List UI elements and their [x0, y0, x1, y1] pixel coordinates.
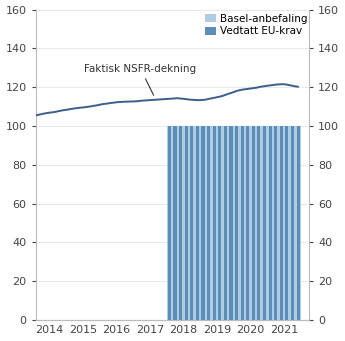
Bar — [224, 126, 227, 320]
Bar — [252, 126, 255, 320]
Bar — [174, 126, 177, 320]
Bar — [274, 126, 277, 320]
Bar — [179, 126, 182, 320]
Bar — [218, 126, 221, 320]
Bar — [213, 126, 216, 320]
Bar — [196, 126, 199, 320]
Bar — [167, 126, 301, 320]
Bar — [297, 126, 300, 320]
Bar — [268, 126, 272, 320]
Legend: Basel-anbefaling, Vedtatt EU-krav: Basel-anbefaling, Vedtatt EU-krav — [203, 12, 309, 39]
Bar — [263, 126, 266, 320]
Bar — [280, 126, 283, 320]
Bar — [201, 126, 205, 320]
Bar — [190, 126, 193, 320]
Bar — [240, 126, 244, 320]
Bar — [285, 126, 288, 320]
Bar — [291, 126, 294, 320]
Text: Faktisk NSFR-dekning: Faktisk NSFR-dekning — [85, 63, 197, 95]
Bar — [185, 126, 188, 320]
Bar — [235, 126, 238, 320]
Bar — [168, 126, 171, 320]
Bar — [257, 126, 260, 320]
Bar — [229, 126, 233, 320]
Bar — [207, 126, 210, 320]
Bar — [246, 126, 249, 320]
